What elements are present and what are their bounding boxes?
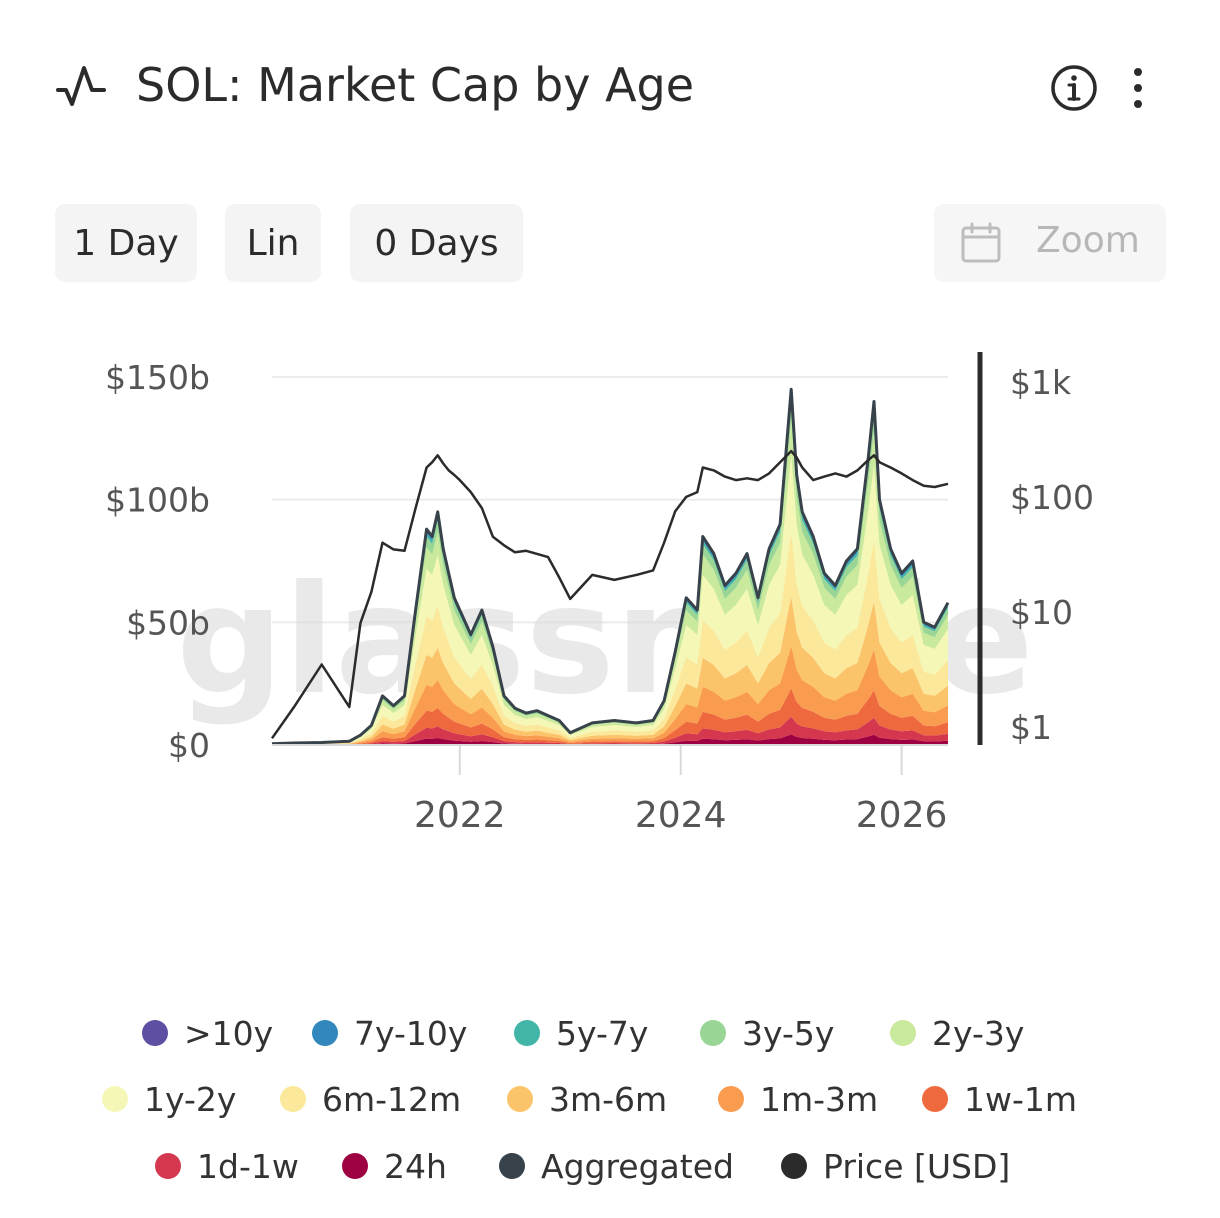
legend-item[interactable]: 6m-12m xyxy=(280,1074,461,1124)
y-left-tick-label: $150b xyxy=(105,358,210,397)
moving-average-button[interactable]: 0 Days xyxy=(350,204,523,282)
legend-label: Price [USD] xyxy=(823,1146,1011,1186)
legend-item[interactable]: Aggregated xyxy=(499,1141,734,1191)
zoom-label: Zoom xyxy=(1036,220,1140,261)
legend-label: >10y xyxy=(184,1013,274,1053)
y-left-tick-label: $50b xyxy=(126,603,210,642)
area-1d-1w xyxy=(272,716,948,745)
legend-row: 1y-2y 6m-12m 3m-6m 1m-3m 1w-1m xyxy=(0,1074,1220,1124)
legend-item[interactable]: 24h xyxy=(342,1141,447,1191)
legend-label: 7y-10y xyxy=(354,1013,468,1053)
legend-row: 1d-1w 24h Aggregated Price [USD] xyxy=(0,1141,1220,1191)
legend-item[interactable]: 5y-7y xyxy=(514,1008,648,1058)
y-right-tick-label: $1k xyxy=(1010,363,1072,402)
legend-item[interactable]: 1m-3m xyxy=(718,1074,878,1124)
y-right-tick-label: $1 xyxy=(1010,708,1052,747)
legend-label: 1m-3m xyxy=(760,1079,879,1119)
legend-item[interactable]: 1y-2y xyxy=(102,1074,236,1124)
axes: $0 $50b $100b $150b 2022 2024 2026 $1 $10 $100 $1k xyxy=(105,352,1094,836)
legend-item[interactable]: 7y-10y xyxy=(312,1008,467,1058)
legend-swatch xyxy=(155,1153,181,1179)
area-3m-6m xyxy=(272,596,948,745)
series-lines xyxy=(270,387,950,746)
legend-swatch xyxy=(280,1086,306,1112)
y-right-tick-label: $100 xyxy=(1010,478,1094,517)
scale-button[interactable]: Lin xyxy=(225,204,321,282)
legend-label: 3m-6m xyxy=(549,1079,668,1119)
price-line xyxy=(270,449,949,740)
x-tick-label: 2024 xyxy=(635,795,727,836)
resolution-button[interactable]: 1 Day xyxy=(55,204,197,282)
y-left-tick-label: $100b xyxy=(105,481,210,520)
more-vertical-icon[interactable] xyxy=(1126,64,1150,112)
x-tick-label: 2026 xyxy=(856,795,948,836)
legend-item[interactable]: Price [USD] xyxy=(781,1141,1010,1191)
legend-swatch xyxy=(781,1153,807,1179)
legend-swatch xyxy=(342,1153,368,1179)
legend-item[interactable]: 1w-1m xyxy=(922,1074,1077,1124)
legend-swatch xyxy=(102,1086,128,1112)
legend-swatch xyxy=(700,1020,726,1046)
stacked-areas xyxy=(272,389,948,745)
info-icon[interactable] xyxy=(1050,64,1098,112)
legend-label: 3y-5y xyxy=(742,1013,835,1053)
area-24h xyxy=(272,734,948,745)
legend-label: 1w-1m xyxy=(964,1079,1078,1119)
area-6m-12m xyxy=(272,532,948,745)
legend-swatch xyxy=(499,1153,525,1179)
legend-item[interactable]: 2y-3y xyxy=(890,1008,1024,1058)
legend-label: 6m-12m xyxy=(322,1079,462,1119)
pulse-icon xyxy=(56,66,106,106)
area-1w-1m xyxy=(272,688,948,745)
legend-label: 5y-7y xyxy=(556,1013,649,1053)
zoom-button[interactable]: Zoom xyxy=(934,204,1166,282)
legend-swatch xyxy=(718,1086,744,1112)
calendar-icon xyxy=(961,222,1001,263)
legend-item[interactable]: 3y-5y xyxy=(700,1008,834,1058)
legend-row: >10y 7y-10y 5y-7y 3y-5y 2y-3y xyxy=(0,1008,1220,1058)
legend-label: 1y-2y xyxy=(144,1079,237,1119)
legend-swatch xyxy=(312,1020,338,1046)
legend-swatch xyxy=(922,1086,948,1112)
legend-item[interactable]: >10y xyxy=(142,1008,273,1058)
chart-header: SOL: Market Cap by Age xyxy=(56,52,1164,124)
legend-swatch xyxy=(142,1020,168,1046)
x-tick-label: 2022 xyxy=(414,795,506,836)
legend-label: 24h xyxy=(384,1146,447,1186)
legend-swatch xyxy=(514,1020,540,1046)
legend-label: 2y-3y xyxy=(932,1013,1025,1053)
page-title: SOL: Market Cap by Age xyxy=(136,58,695,112)
area-1y-2y xyxy=(272,454,948,745)
legend-item[interactable]: 1d-1w xyxy=(155,1141,299,1191)
area-1m-3m xyxy=(272,645,948,745)
legend-label: Aggregated xyxy=(541,1146,734,1186)
aggregated-line xyxy=(271,387,950,746)
legend-swatch xyxy=(507,1086,533,1112)
y-right-tick-label: $10 xyxy=(1010,593,1073,632)
y-left-tick-label: $0 xyxy=(168,726,210,765)
legend-item[interactable]: 3m-6m xyxy=(507,1074,667,1124)
legend-label: 1d-1w xyxy=(197,1146,299,1186)
legend-swatch xyxy=(890,1020,916,1046)
